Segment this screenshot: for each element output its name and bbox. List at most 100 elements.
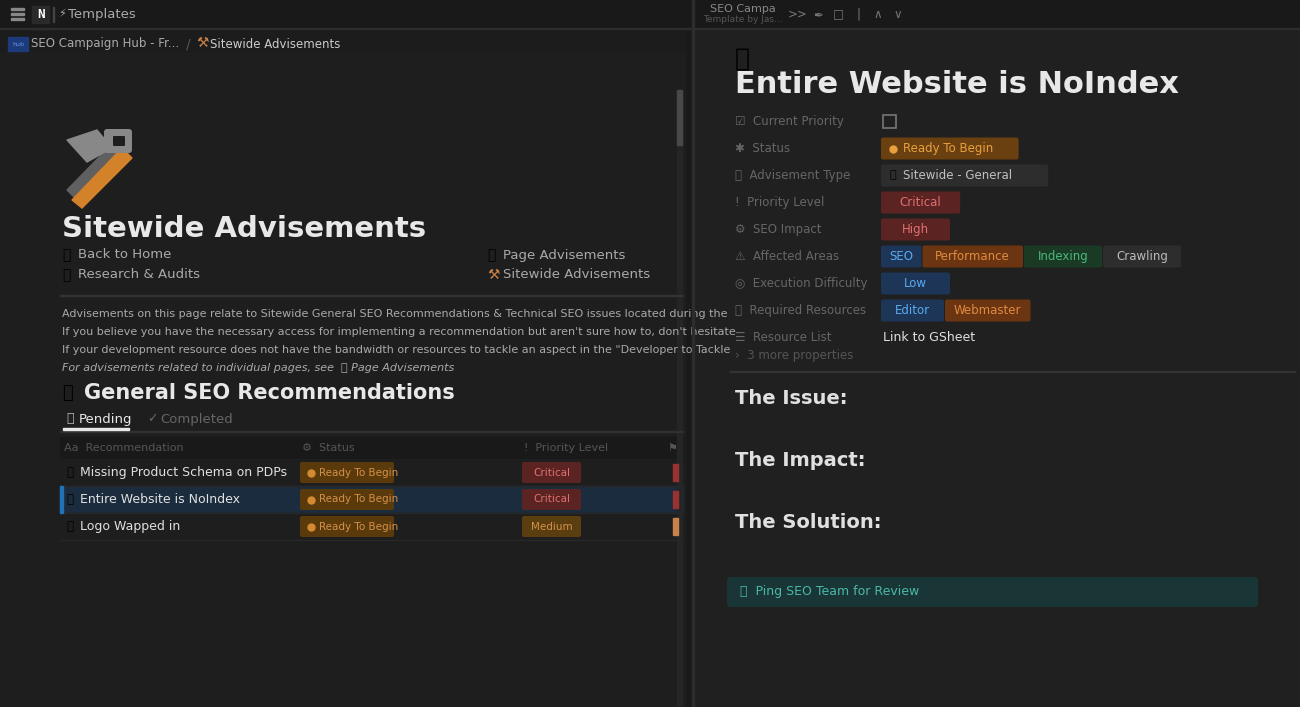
Text: Medium: Medium: [530, 522, 572, 532]
Text: ✱  Status: ✱ Status: [734, 142, 790, 155]
Bar: [883, 115, 896, 127]
FancyBboxPatch shape: [300, 516, 394, 537]
Text: Completed: Completed: [160, 412, 233, 426]
Text: ✒: ✒: [812, 8, 823, 21]
Text: Advisements on this page relate to Sitewide General SEO Recommendations & Techni: Advisements on this page relate to Sitew…: [62, 309, 728, 319]
Bar: [0, 29, 685, 51]
Text: □: □: [832, 8, 844, 21]
Bar: [60, 486, 682, 513]
Text: ⚒: ⚒: [488, 268, 499, 282]
Text: ⚙  Status: ⚙ Status: [302, 443, 355, 453]
Text: Back to Home: Back to Home: [78, 248, 172, 262]
Text: Aa  Recommendation: Aa Recommendation: [64, 443, 183, 453]
FancyBboxPatch shape: [1024, 245, 1102, 267]
Text: 💡: 💡: [66, 493, 73, 506]
FancyBboxPatch shape: [881, 245, 922, 267]
Bar: [60, 486, 62, 513]
Text: Editor: Editor: [894, 304, 930, 317]
Text: 🏠: 🏠: [62, 248, 70, 262]
Text: Templates: Templates: [68, 8, 135, 21]
Text: ⚒: ⚒: [196, 36, 208, 50]
Text: If your development resource does not have the bandwidth or resources to tackle : If your development resource does not ha…: [62, 345, 731, 355]
FancyBboxPatch shape: [881, 218, 950, 240]
Text: ⚙  SEO Impact: ⚙ SEO Impact: [734, 223, 822, 236]
FancyBboxPatch shape: [523, 516, 581, 537]
Text: ›  3 more properties: › 3 more properties: [734, 349, 853, 363]
Text: Indexing: Indexing: [1037, 250, 1088, 263]
Bar: [673, 464, 679, 481]
Bar: [60, 513, 682, 540]
FancyBboxPatch shape: [881, 300, 944, 322]
Text: Webmaster: Webmaster: [954, 304, 1022, 317]
Text: |: |: [855, 8, 861, 21]
Text: ∨: ∨: [893, 8, 902, 21]
Text: 👥  Required Resources: 👥 Required Resources: [734, 304, 866, 317]
Bar: [60, 459, 682, 486]
Text: 💡: 💡: [891, 170, 897, 180]
Text: High: High: [902, 223, 930, 236]
Text: 💡: 💡: [66, 520, 73, 533]
Text: 📄: 📄: [488, 248, 495, 262]
Text: Research & Audits: Research & Audits: [78, 269, 200, 281]
Text: Sitewide Advisements: Sitewide Advisements: [503, 269, 650, 281]
FancyBboxPatch shape: [300, 489, 394, 510]
Text: 💡: 💡: [66, 466, 73, 479]
Text: Critical: Critical: [533, 467, 569, 477]
Text: ∧: ∧: [874, 8, 883, 21]
Text: /: /: [186, 37, 191, 51]
Text: 🔍: 🔍: [62, 268, 70, 282]
Text: Critical: Critical: [900, 196, 941, 209]
FancyBboxPatch shape: [881, 165, 1048, 187]
Text: 👥  Ping SEO Team for Review: 👥 Ping SEO Team for Review: [740, 585, 919, 599]
FancyBboxPatch shape: [881, 137, 1019, 160]
Bar: [0, 28, 685, 707]
Text: Crawling: Crawling: [1117, 250, 1167, 263]
FancyBboxPatch shape: [523, 489, 581, 510]
Text: ⧖: ⧖: [66, 412, 74, 426]
FancyBboxPatch shape: [727, 577, 1258, 607]
Text: If you believe you have the necessary access for implementing a recommendation b: If you believe you have the necessary ac…: [62, 327, 736, 337]
Bar: [60, 437, 682, 459]
Text: For advisements related to individual pages, see  📄 Page Advisements: For advisements related to individual pa…: [62, 363, 454, 373]
Text: Sitewide - General: Sitewide - General: [903, 169, 1013, 182]
FancyBboxPatch shape: [945, 300, 1031, 322]
FancyBboxPatch shape: [104, 129, 133, 153]
Text: hub: hub: [12, 42, 23, 47]
Text: Logo Wapped in: Logo Wapped in: [81, 520, 181, 533]
Text: Pending: Pending: [79, 412, 133, 426]
Text: ☰  Resource List: ☰ Resource List: [734, 331, 832, 344]
Text: 💡: 💡: [62, 384, 73, 402]
Text: Critical: Critical: [533, 494, 569, 505]
Text: SEO Campaign Hub - Fr...: SEO Campaign Hub - Fr...: [31, 37, 179, 50]
FancyBboxPatch shape: [881, 272, 950, 295]
Text: Entire Website is NoIndex: Entire Website is NoIndex: [734, 70, 1179, 99]
FancyBboxPatch shape: [300, 462, 394, 483]
Text: !  Priority Level: ! Priority Level: [524, 443, 608, 453]
Bar: [677, 90, 683, 145]
Text: SEO Campa: SEO Campa: [710, 4, 776, 14]
Text: Ready To Begin: Ready To Begin: [903, 142, 993, 155]
Bar: [10, 8, 23, 10]
Text: 👥  Advisement Type: 👥 Advisement Type: [734, 169, 850, 182]
Text: ⚡: ⚡: [58, 9, 66, 20]
Text: The Solution:: The Solution:: [734, 513, 881, 532]
FancyBboxPatch shape: [113, 136, 125, 146]
Text: The Impact:: The Impact:: [734, 451, 866, 470]
FancyBboxPatch shape: [881, 192, 961, 214]
Bar: [32, 6, 49, 23]
Text: Link to GSheet: Link to GSheet: [883, 331, 975, 344]
Polygon shape: [72, 148, 133, 208]
Bar: [673, 491, 679, 508]
FancyBboxPatch shape: [923, 245, 1023, 267]
Text: ⚠  Affected Areas: ⚠ Affected Areas: [734, 250, 838, 263]
Text: Ready To Begin: Ready To Begin: [318, 494, 398, 505]
Polygon shape: [68, 130, 112, 162]
Text: Low: Low: [903, 277, 927, 290]
Text: Template by Jas...: Template by Jas...: [703, 16, 783, 25]
Text: The Issue:: The Issue:: [734, 389, 848, 408]
Bar: [673, 518, 679, 535]
Text: Entire Website is NoIndex: Entire Website is NoIndex: [81, 493, 240, 506]
Bar: [0, 0, 1300, 28]
Bar: [692, 0, 694, 707]
Text: General SEO Recommendations: General SEO Recommendations: [84, 383, 455, 403]
